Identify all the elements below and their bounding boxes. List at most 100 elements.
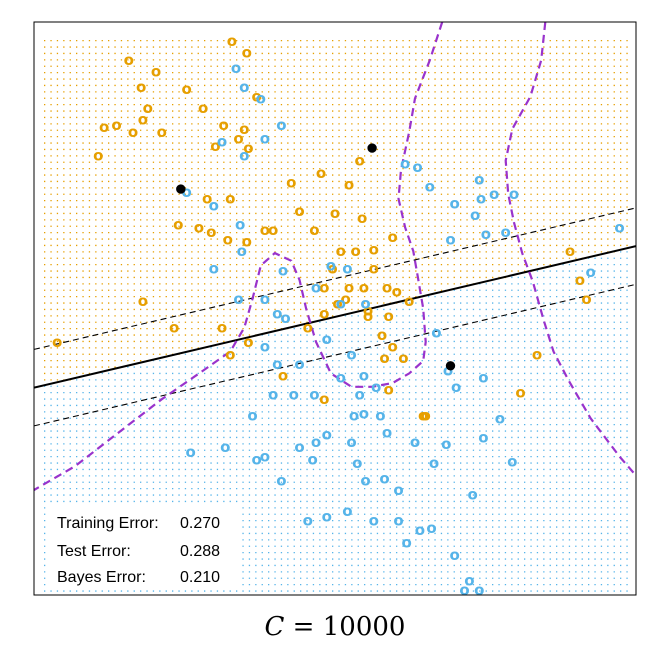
orange-point-60: o [363,307,373,325]
blue-point-35: o [280,309,290,327]
orange-point-40: o [350,242,360,260]
orange-point-5: o [181,80,191,98]
blue-point-37: o [272,355,282,373]
orange-point-31: o [242,233,252,251]
blue-point-21: o [181,183,191,201]
orange-point-70: o [575,271,585,289]
blue-point-11: o [474,171,484,189]
orange-point-1: o [242,44,252,62]
blue-point-6: o [260,130,270,148]
orange-point-49: o [303,319,313,337]
orange-point-32: o [260,221,270,239]
orange-point-4: o [136,78,146,96]
orange-point-23: o [344,175,354,193]
orange-point-13: o [157,123,167,141]
blue-point-25: o [209,259,219,277]
blue-point-62: o [431,323,441,341]
orange-point-58: o [404,292,414,310]
orange-point-36: o [357,209,367,227]
orange-point-7: o [198,99,208,117]
orange-point-16: o [239,120,249,138]
orange-point-52: o [169,319,179,337]
blue-point-44: o [309,385,319,403]
bayes-error-label: Bayes Error: [57,569,146,586]
blue-point-8: o [425,177,435,195]
training-error-label: Training Error: [57,515,159,532]
blue-point-71: o [495,409,505,427]
blue-point-24: o [237,242,247,260]
orange-point-0: o [227,32,237,50]
orange-point-26: o [202,190,212,208]
bayes-boundary-1 [34,22,444,491]
blue-point-18: o [501,223,511,241]
orange-point-22: o [355,152,365,170]
blue-point-82: o [402,534,412,552]
blue-point-61: o [247,407,257,425]
blue-point-89: o [474,581,484,599]
orange-point-10: o [111,116,121,134]
blue-point-33: o [336,295,346,313]
blue-point-79: o [342,502,352,520]
blue-point-51: o [322,426,332,444]
orange-point-64: o [379,349,389,367]
blue-point-12: o [476,190,486,208]
orange-point-11: o [128,123,138,141]
orange-point-53: o [138,292,148,310]
blue-point-69: o [441,435,451,453]
support-vector-0 [176,184,186,194]
bayes-error-value: 0.210 [180,569,220,586]
blue-point-70: o [468,486,478,504]
blue-point-7: o [400,154,410,172]
blue-point-41: o [359,366,369,384]
orange-point-61: o [377,326,387,344]
blue-point-57: o [352,454,362,472]
orange-point-3: o [151,63,161,81]
blue-point-17: o [481,225,491,243]
orange-point-20: o [286,173,296,191]
orange-point-65: o [383,381,393,399]
orange-point-41: o [327,259,337,277]
blue-point-0: o [231,59,241,77]
orange-point-63: o [398,349,408,367]
orange-point-75: o [278,366,288,384]
blue-point-4: o [217,132,227,150]
orange-point-43: o [344,279,354,297]
orange-point-62: o [388,338,398,356]
blue-point-23: o [235,216,245,234]
blue-point-32: o [360,295,370,313]
orange-point-69: o [565,242,575,260]
caption-variable: C [264,612,285,642]
orange-point-24: o [268,221,278,239]
blue-point-47: o [371,378,381,396]
orange-point-6: o [252,88,262,106]
blue-point-48: o [359,405,369,423]
blue-point-1: o [239,78,249,96]
orange-point-59: o [383,307,393,325]
test-error-label: Test Error: [57,543,131,560]
error-box-background [50,506,240,588]
orange-point-74: o [217,319,227,337]
orange-point-66: o [319,390,329,408]
orange-point-17: o [233,130,243,148]
blue-point-67: o [410,433,420,451]
blue-point-80: o [369,512,379,530]
cost-parameter-caption: C = 10000 [0,612,670,642]
orange-point-46: o [363,301,373,319]
svm-margin-upper [34,207,636,350]
orange-point-57: o [392,282,402,300]
blue-point-38: o [294,355,304,373]
orange-point-50: o [225,345,235,363]
blue-point-10: o [489,185,499,203]
training-error-value: 0.270 [180,515,220,532]
blue-point-16: o [445,231,455,249]
blue-point-75: o [252,450,262,468]
blue-point-3: o [276,116,286,134]
orange-point-28: o [194,218,204,236]
blue-point-50: o [349,407,359,425]
blue-point-90: o [289,596,299,601]
blue-point-30: o [326,257,336,275]
blue-point-81: o [393,512,403,530]
orange-point-9: o [99,118,109,136]
error-annotations: Training Error: 0.270 Test Error: 0.288 … [50,506,240,588]
